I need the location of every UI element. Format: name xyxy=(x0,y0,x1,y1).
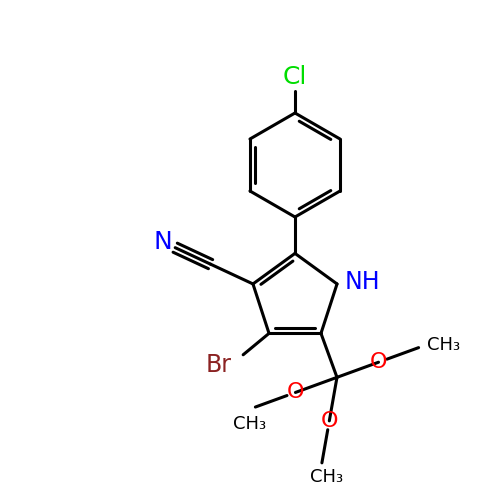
Text: O: O xyxy=(370,352,388,372)
Text: CH₃: CH₃ xyxy=(310,468,344,486)
Text: CH₃: CH₃ xyxy=(426,336,460,353)
Text: O: O xyxy=(320,411,338,431)
Text: O: O xyxy=(286,382,304,402)
Text: N: N xyxy=(153,230,172,254)
Text: NH: NH xyxy=(345,270,380,294)
Text: Cl: Cl xyxy=(283,64,307,88)
Text: CH₃: CH₃ xyxy=(233,415,266,433)
Text: Br: Br xyxy=(205,353,231,377)
